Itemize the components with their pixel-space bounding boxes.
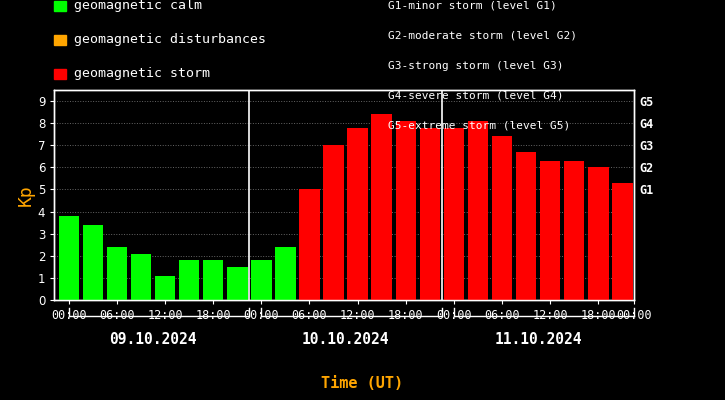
Bar — [323, 145, 344, 300]
Bar — [107, 247, 127, 300]
Bar — [468, 121, 488, 300]
Bar — [227, 267, 247, 300]
Text: 10.10.2024: 10.10.2024 — [302, 332, 389, 348]
Bar — [396, 121, 416, 300]
Bar — [251, 260, 272, 300]
Bar — [130, 254, 152, 300]
Bar — [59, 216, 79, 300]
Text: geomagnetic storm: geomagnetic storm — [74, 68, 210, 80]
Bar — [347, 128, 368, 300]
Text: G4-severe storm (level G4): G4-severe storm (level G4) — [388, 91, 563, 101]
Bar — [588, 167, 608, 300]
Bar — [371, 114, 392, 300]
Bar — [564, 161, 584, 300]
Bar — [155, 276, 175, 300]
Bar — [612, 183, 633, 300]
Bar — [444, 128, 464, 300]
Bar — [179, 260, 199, 300]
Bar — [276, 247, 296, 300]
Bar — [299, 190, 320, 300]
Bar — [540, 161, 560, 300]
Bar — [516, 152, 536, 300]
Text: geomagnetic calm: geomagnetic calm — [74, 0, 202, 12]
Text: 09.10.2024: 09.10.2024 — [109, 332, 196, 348]
Text: 11.10.2024: 11.10.2024 — [494, 332, 582, 348]
Text: G2-moderate storm (level G2): G2-moderate storm (level G2) — [388, 31, 577, 41]
Text: G1-minor storm (level G1): G1-minor storm (level G1) — [388, 1, 557, 11]
Y-axis label: Kp: Kp — [17, 184, 35, 206]
Bar — [420, 128, 440, 300]
Text: Time (UT): Time (UT) — [321, 376, 404, 392]
Text: G3-strong storm (level G3): G3-strong storm (level G3) — [388, 61, 563, 71]
Bar — [492, 136, 513, 300]
Bar — [203, 260, 223, 300]
Text: G5-extreme storm (level G5): G5-extreme storm (level G5) — [388, 121, 570, 131]
Text: geomagnetic disturbances: geomagnetic disturbances — [74, 34, 265, 46]
Bar — [83, 225, 103, 300]
